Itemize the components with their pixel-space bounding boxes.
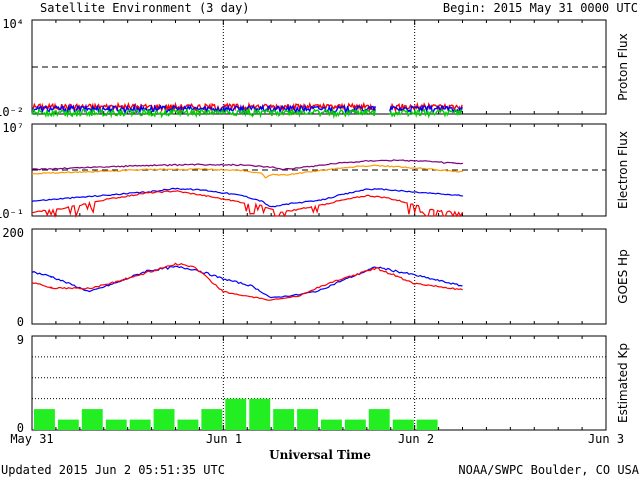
series-purple bbox=[31, 159, 464, 171]
kp-bar bbox=[129, 419, 151, 430]
y-axis-label: GOES Hp bbox=[616, 249, 630, 303]
kp-bar bbox=[416, 419, 438, 430]
panel-frame bbox=[31, 335, 607, 431]
credit-label: NOAA/SWPC Boulder, CO USA bbox=[458, 463, 639, 477]
x-tick-label-jun3: Jun 3 bbox=[588, 432, 624, 446]
y-axis-label: Electron Flux bbox=[616, 131, 630, 209]
y-axis-label: Estimated Kp bbox=[616, 343, 630, 423]
x-tick-label-may31: May 31 bbox=[10, 432, 53, 446]
kp-bar bbox=[273, 409, 295, 430]
kp-bar bbox=[344, 419, 366, 430]
kp-bar bbox=[105, 419, 127, 430]
updated-timestamp: Updated 2015 Jun 2 05:51:35 UTC bbox=[1, 463, 225, 477]
panel-proton: 10⁴ 10⁻² Proton Flux bbox=[0, 17, 630, 120]
panel-electron: 10⁷ 10⁻¹ Electron Flux bbox=[0, 121, 630, 221]
panel-frame bbox=[31, 19, 607, 115]
kp-bar bbox=[249, 398, 271, 430]
series-red bbox=[31, 190, 464, 219]
x-tick-label-jun2: Jun 2 bbox=[398, 432, 434, 446]
series-blue bbox=[31, 265, 463, 299]
series-red bbox=[31, 262, 463, 301]
y-tick-label-bottom: 10⁻² bbox=[0, 105, 24, 119]
kp-bar bbox=[201, 409, 223, 430]
y-tick-label-top: 10⁷ bbox=[2, 121, 24, 135]
panel-frame bbox=[31, 228, 607, 325]
panel-goes_hp: 200 0 GOES Hp bbox=[2, 226, 630, 329]
chart-title: Satellite Environment (3 day) bbox=[40, 1, 250, 15]
panel-frame bbox=[31, 123, 607, 217]
series-orange bbox=[31, 164, 464, 179]
y-tick-label-top: 9 bbox=[17, 333, 24, 347]
kp-bar bbox=[297, 409, 318, 430]
kp-bar bbox=[321, 419, 342, 430]
begin-label: Begin: 2015 May 31 0000 UTC bbox=[443, 1, 638, 15]
y-tick-label-bottom: 10⁻¹ bbox=[0, 207, 24, 221]
y-tick-label-top: 10⁴ bbox=[2, 17, 24, 31]
series-blue bbox=[31, 187, 464, 208]
kp-bar bbox=[177, 419, 199, 430]
panel-kp: 9 0 Estimated Kp bbox=[17, 333, 630, 435]
x-axis-title: Universal Time bbox=[269, 448, 371, 462]
kp-bar bbox=[34, 409, 55, 430]
y-axis-label: Proton Flux bbox=[616, 33, 630, 100]
kp-bar bbox=[368, 409, 390, 430]
y-tick-label-bottom: 0 bbox=[17, 315, 24, 329]
x-tick-label-jun1: Jun 1 bbox=[206, 432, 242, 446]
kp-bar bbox=[392, 419, 414, 430]
kp-bar bbox=[81, 409, 103, 430]
series-blue bbox=[31, 103, 463, 116]
kp-bar bbox=[225, 398, 247, 430]
series-green bbox=[31, 107, 463, 120]
kp-bar bbox=[153, 409, 175, 430]
y-tick-label-bottom: 0 bbox=[17, 421, 24, 435]
kp-bar bbox=[57, 419, 79, 430]
y-tick-label-top: 200 bbox=[2, 226, 24, 240]
